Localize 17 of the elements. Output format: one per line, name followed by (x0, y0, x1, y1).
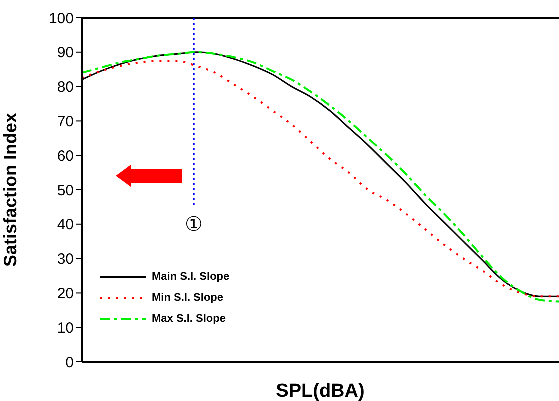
x-axis-title: SPL(dBA) (276, 381, 365, 401)
y-tick-label: 60 (57, 148, 74, 165)
y-tick-label: 30 (57, 251, 74, 268)
y-tick-label: 40 (57, 216, 74, 234)
y-axis-title: Satisfaction Index (0, 112, 20, 268)
y-tick-label: 80 (57, 79, 74, 96)
y-tick-label: 0 (66, 354, 74, 372)
y-tick-label: 90 (57, 44, 74, 62)
annotation: ① (185, 212, 204, 236)
legend-label: Main S.I. Slope (152, 270, 230, 282)
y-tick-label: 10 (57, 320, 74, 337)
legend-label: Min S.I. Slope (152, 292, 224, 304)
y-tick-label: 100 (48, 10, 74, 28)
y-tick-label: 70 (57, 114, 74, 131)
y-tick-label: 20 (57, 286, 74, 303)
y-tick-label: 50 (57, 182, 74, 200)
legend-label: Max S.I. Slope (152, 312, 226, 324)
